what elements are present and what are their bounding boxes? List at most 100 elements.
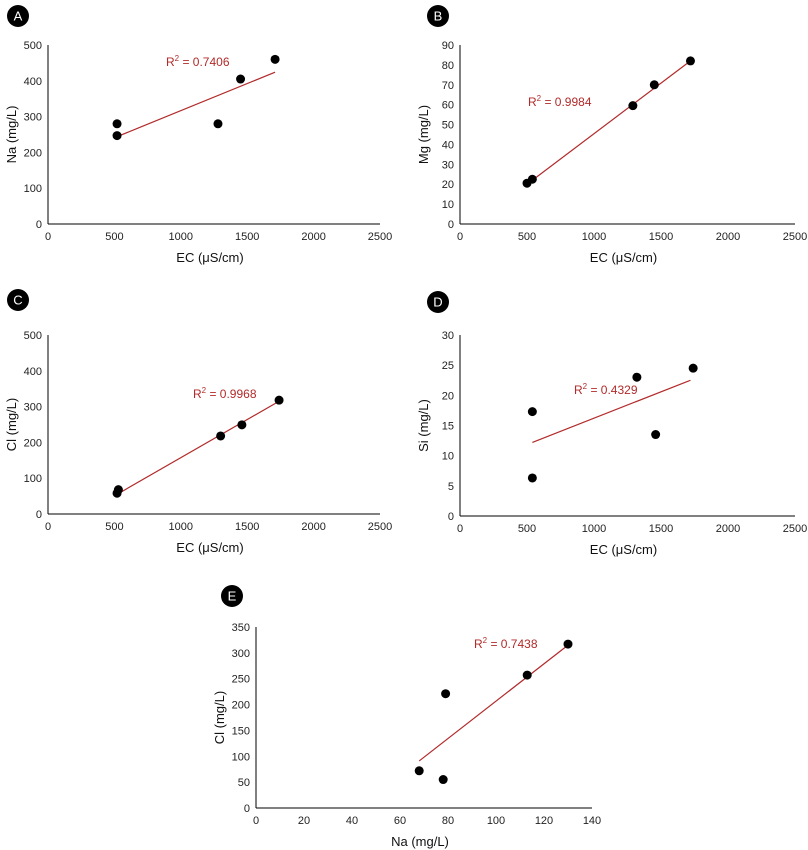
trend-line xyxy=(418,644,569,762)
y-tick-label: 0 xyxy=(36,509,42,521)
data-point xyxy=(112,131,122,141)
y-tick-label: 0 xyxy=(448,511,454,523)
y-tick-label: 350 xyxy=(232,622,250,634)
panel-badge-letter: B xyxy=(434,9,443,24)
y-tick-label: 200 xyxy=(232,700,250,712)
trend-line xyxy=(116,400,280,495)
x-tick-label: 1500 xyxy=(649,231,673,243)
x-tick-label: 0 xyxy=(457,523,463,535)
data-point xyxy=(649,80,659,90)
y-tick-label: 25 xyxy=(442,360,454,372)
x-tick-label: 2500 xyxy=(368,521,392,533)
x-tick-label: 60 xyxy=(394,815,406,827)
y-tick-label: 0 xyxy=(448,219,454,231)
data-point xyxy=(414,766,424,776)
x-tick-label: 1500 xyxy=(649,523,673,535)
x-tick-label: 500 xyxy=(518,231,536,243)
x-axis-title: EC (μS/cm) xyxy=(176,250,243,265)
x-tick-label: 500 xyxy=(518,523,536,535)
data-point xyxy=(632,372,642,382)
x-tick-label: 120 xyxy=(535,815,553,827)
x-tick-label: 80 xyxy=(442,815,454,827)
data-point xyxy=(216,431,226,441)
trend-line xyxy=(116,71,276,138)
x-tick-label: 2500 xyxy=(783,523,807,535)
data-point xyxy=(438,775,448,785)
panel-badge xyxy=(7,289,29,311)
r-squared-label: R2 = 0.7438 xyxy=(474,636,538,651)
data-point xyxy=(651,430,661,440)
y-tick-label: 80 xyxy=(442,60,454,72)
x-tick-label: 2000 xyxy=(301,231,325,243)
y-tick-label: 70 xyxy=(442,80,454,92)
data-point xyxy=(441,689,451,699)
y-axis-title: Si (mg/L) xyxy=(416,399,431,452)
y-tick-label: 50 xyxy=(238,777,250,789)
data-point xyxy=(688,363,698,373)
y-tick-label: 0 xyxy=(244,803,250,815)
y-tick-label: 150 xyxy=(232,725,250,737)
y-tick-label: 500 xyxy=(24,330,42,342)
y-tick-label: 5 xyxy=(448,481,454,493)
panel-badge-letter: A xyxy=(14,9,23,24)
x-tick-label: 2000 xyxy=(716,231,740,243)
x-tick-label: 1000 xyxy=(169,231,193,243)
x-tick-label: 20 xyxy=(298,815,310,827)
x-tick-label: 0 xyxy=(253,815,259,827)
y-tick-label: 300 xyxy=(24,112,42,124)
r-squared-label: R2 = 0.7406 xyxy=(166,54,230,69)
y-tick-label: 20 xyxy=(442,179,454,191)
y-tick-label: 200 xyxy=(24,437,42,449)
y-tick-label: 100 xyxy=(232,751,250,763)
data-point xyxy=(527,174,537,184)
x-tick-label: 1000 xyxy=(582,231,606,243)
y-tick-label: 300 xyxy=(24,402,42,414)
x-axis-title: EC (μS/cm) xyxy=(176,540,243,555)
data-point xyxy=(113,485,123,495)
panel-badge-letter: E xyxy=(228,589,237,604)
y-tick-label: 200 xyxy=(24,147,42,159)
x-tick-label: 100 xyxy=(487,815,505,827)
y-tick-label: 40 xyxy=(442,139,454,151)
x-tick-label: 40 xyxy=(346,815,358,827)
y-tick-label: 0 xyxy=(36,219,42,231)
y-axis-title: Mg (mg/L) xyxy=(416,105,431,164)
x-tick-label: 0 xyxy=(45,521,51,533)
y-tick-label: 60 xyxy=(442,100,454,112)
data-point xyxy=(563,639,573,649)
data-point xyxy=(685,56,695,66)
x-tick-label: 140 xyxy=(583,815,601,827)
x-tick-label: 500 xyxy=(105,521,123,533)
y-tick-label: 400 xyxy=(24,76,42,88)
x-tick-label: 500 xyxy=(105,231,123,243)
data-point xyxy=(274,395,284,405)
y-tick-label: 500 xyxy=(24,40,42,52)
y-tick-label: 100 xyxy=(24,473,42,485)
y-tick-label: 250 xyxy=(232,674,250,686)
panel-badge xyxy=(7,5,29,27)
x-tick-label: 0 xyxy=(45,231,51,243)
x-tick-label: 1000 xyxy=(582,523,606,535)
x-axis-title: EC (μS/cm) xyxy=(590,250,657,265)
data-point xyxy=(213,119,223,129)
x-tick-label: 1000 xyxy=(169,521,193,533)
trend-line xyxy=(529,60,691,183)
y-axis-title: Na (mg/L) xyxy=(4,106,19,164)
panel-badge xyxy=(427,5,449,27)
x-tick-label: 1500 xyxy=(235,231,259,243)
x-tick-label: 0 xyxy=(457,231,463,243)
panel-badge-letter: C xyxy=(13,293,22,308)
y-tick-label: 300 xyxy=(232,648,250,660)
r-squared-label: R2 = 0.4329 xyxy=(574,382,638,397)
data-point xyxy=(628,101,638,111)
x-axis-title: EC (μS/cm) xyxy=(590,542,657,557)
y-tick-label: 50 xyxy=(442,120,454,132)
r-squared-label: R2 = 0.9984 xyxy=(528,94,592,109)
y-tick-label: 20 xyxy=(442,390,454,402)
